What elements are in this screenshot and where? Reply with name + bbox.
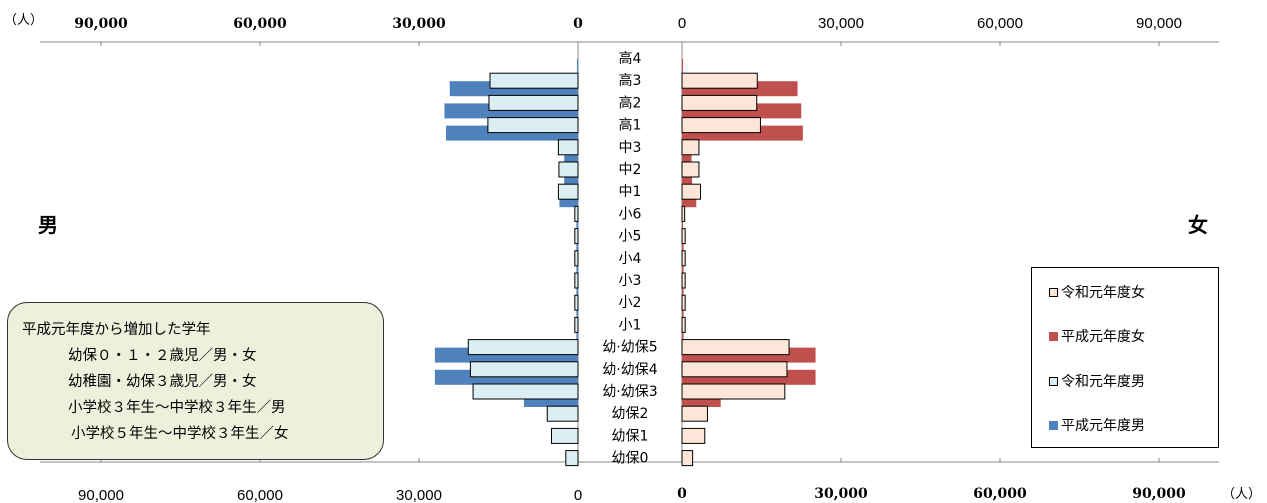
bar-female-r1	[681, 205, 686, 222]
bar-male-r1	[469, 361, 579, 378]
bar-male-r1	[557, 183, 579, 200]
axis-tick-label: 90,000	[74, 16, 128, 32]
bar-male-r1	[557, 139, 579, 156]
category-label: 高3	[619, 72, 642, 89]
category-label: 幼·幼保4	[602, 362, 657, 378]
bar-female-r1	[681, 183, 702, 200]
bar-female-r1	[681, 72, 758, 89]
category-label: 小6	[619, 206, 642, 222]
category-label: 幼保0	[612, 451, 649, 467]
axis-tick-label: 30,000	[396, 487, 442, 503]
category-label: 高4	[619, 50, 642, 67]
bar-male-r1	[488, 94, 579, 111]
bar-female-r1	[681, 294, 686, 311]
axis-tick-label: 0	[573, 16, 583, 32]
axis-tick-label: 30,000	[818, 15, 864, 32]
bar-female-r1	[681, 316, 686, 333]
bar-female-r1	[681, 250, 686, 267]
bar-male-r1	[467, 339, 579, 356]
note-line: 幼稚園・幼保３歳児／男・女	[68, 374, 257, 390]
category-label: 小3	[619, 273, 642, 289]
legend-label: 平成元年度女	[1061, 329, 1145, 345]
axis-tick-label: 60,000	[977, 15, 1023, 32]
category-label: 幼保2	[612, 406, 649, 422]
axis-tick-label: 30,000	[814, 486, 868, 502]
category-label: 高1	[619, 117, 642, 134]
bar-female-h1	[682, 59, 684, 74]
category-label: 中3	[619, 140, 642, 156]
bar-female-r1	[681, 94, 758, 111]
axis-tick-label: 90,000	[1136, 15, 1182, 32]
female-label: 女	[1188, 213, 1208, 237]
legend-item: 平成元年度男	[1049, 415, 1145, 435]
bar-male-r1	[574, 316, 579, 333]
bar-female-r1	[681, 139, 700, 156]
bar-female-r1	[681, 383, 786, 400]
legend: 令和元年度女 平成元年度女 令和元年度男 平成元年度男	[1031, 267, 1219, 448]
male-label: 男	[38, 213, 58, 237]
note-box: 平成元年度から増加した学年 幼保０・１・２歳児／男・女 幼稚園・幼保３歳児／男・…	[7, 302, 384, 460]
bar-female-r1	[681, 427, 706, 444]
legend-label: 平成元年度男	[1061, 418, 1145, 434]
legend-swatch	[1049, 376, 1058, 386]
bar-female-r1	[681, 361, 788, 378]
category-label: 幼·幼保3	[602, 384, 657, 400]
bar-female-r1	[681, 161, 700, 178]
category-label: 中1	[619, 184, 642, 200]
axis-tick-label: 0	[574, 487, 582, 503]
bar-male-r1	[472, 383, 579, 400]
category-label: 幼保1	[612, 428, 649, 444]
bar-male-r1	[546, 405, 579, 422]
bar-female-r1	[681, 228, 686, 245]
axis-tick-label: 0	[677, 486, 687, 502]
axis-tick-label: 90,000	[78, 487, 124, 503]
bar-female-r1	[681, 405, 708, 422]
legend-swatch	[1049, 287, 1058, 297]
note-line: 幼保０・１・２歳児／男・女	[68, 348, 257, 364]
category-label: 高2	[619, 94, 642, 111]
note-line: 小学校３年生～中学校３年生／男	[68, 400, 286, 416]
category-label: 小5	[619, 229, 642, 245]
unit-top-left: （人）	[4, 13, 43, 28]
bar-female-r1	[681, 450, 694, 467]
legend-item: 平成元年度女	[1049, 326, 1145, 346]
bar-male-r1	[487, 117, 579, 134]
unit-bottom-right: （人）	[1222, 487, 1261, 502]
legend-label: 令和元年度女	[1061, 285, 1145, 301]
axis-tick-label: 90,000	[1132, 486, 1186, 502]
note-line: 小学校５年生～中学校３年生／女	[71, 426, 289, 442]
bar-male-r1	[574, 205, 579, 222]
bar-male-r1	[558, 161, 579, 178]
bar-male-r1	[565, 450, 579, 467]
note-title: 平成元年度から増加した学年	[22, 322, 211, 338]
category-label: 中2	[619, 162, 642, 178]
bar-male-r1	[574, 250, 579, 267]
legend-swatch	[1049, 331, 1058, 341]
axis-tick-label: 60,000	[237, 487, 283, 503]
axis-tick-label: 60,000	[973, 486, 1027, 502]
axis-tick-label: 0	[678, 15, 686, 32]
legend-item: 令和元年度男	[1049, 371, 1145, 391]
bar-male-r1	[574, 228, 579, 245]
bar-male-r1	[574, 294, 579, 311]
bar-female-r1	[681, 339, 790, 356]
category-label: 小2	[619, 295, 642, 311]
axis-tick-label: 30,000	[392, 16, 446, 32]
bar-female-r1	[681, 117, 761, 134]
axis-tick-label: 60,000	[233, 16, 287, 32]
bar-male-h1	[576, 59, 578, 74]
bar-male-r1	[574, 272, 579, 289]
bar-male-r1	[489, 72, 579, 89]
bar-female-r1	[681, 272, 686, 289]
category-label: 小4	[619, 251, 642, 267]
legend-label: 令和元年度男	[1061, 374, 1145, 390]
legend-swatch	[1049, 420, 1058, 430]
category-label: 幼·幼保5	[602, 340, 657, 356]
bar-male-r1	[551, 427, 579, 444]
legend-item: 令和元年度女	[1049, 282, 1145, 302]
category-label: 小1	[619, 317, 642, 333]
